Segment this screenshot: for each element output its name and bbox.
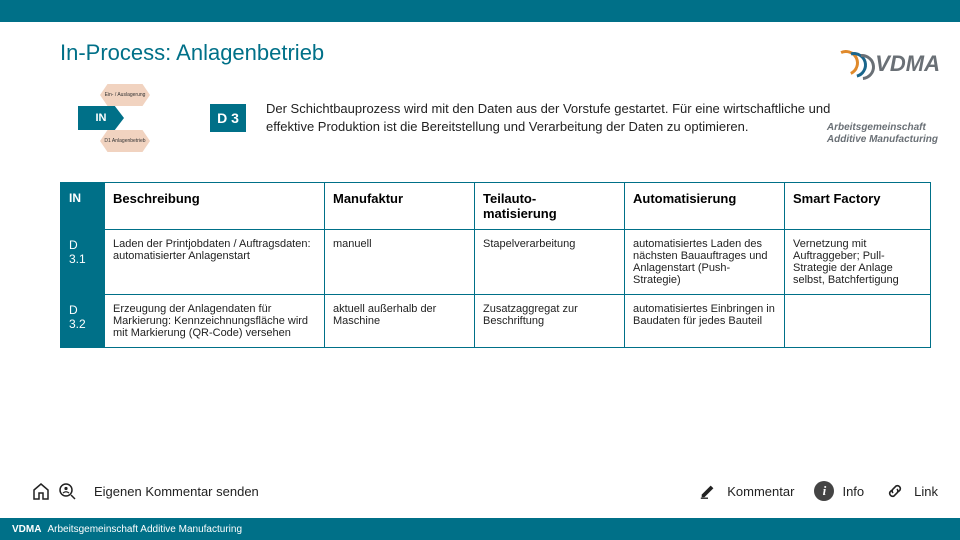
cell-smart	[785, 295, 931, 348]
home-icon[interactable]	[30, 480, 52, 502]
table-row: D 3.2 Erzeugung der Anlagendaten für Mar…	[61, 295, 931, 348]
cell-id: D 3.1	[61, 230, 105, 295]
bottom-strip: VDMA Arbeitsgemeinschaft Additive Manufa…	[0, 518, 960, 540]
intro-text: Der Schichtbauprozess wird mit den Daten…	[266, 100, 836, 135]
logo-subtitle: Arbeitsgemeinschaft Additive Manufacturi…	[827, 122, 938, 146]
arrow-tag: IN	[78, 106, 124, 130]
logo-text: VDMA	[875, 51, 940, 77]
cell-smart: Vernetzung mit Auftraggeber; Pull-Strate…	[785, 230, 931, 295]
footer-right-group: Kommentar i Info Link	[697, 480, 938, 502]
cell-teil: Stapelverarbeitung	[475, 230, 625, 295]
th-smart: Smart Factory	[785, 183, 931, 230]
cell-id: D 3.2	[61, 295, 105, 348]
th-teil: Teilauto- matisierung	[475, 183, 625, 230]
hex-top: Ein- / Auslagerung	[100, 84, 150, 106]
footer-links: Eigenen Kommentar senden Kommentar i Inf…	[0, 480, 960, 502]
th-beschreibung: Beschreibung	[105, 183, 325, 230]
vdma-logo: VDMA	[829, 50, 940, 78]
edit-icon[interactable]	[697, 480, 719, 502]
intro-row: Ein- / Auslagerung IN D1 Anlagenbetrieb …	[60, 84, 930, 152]
cell-teil: Zusatzaggregat zur Beschriftung	[475, 295, 625, 348]
cell-beschreibung: Erzeugung der Anlagendaten für Markierun…	[105, 295, 325, 348]
send-comment-link[interactable]: Eigenen Kommentar senden	[94, 484, 259, 499]
th-auto: Automatisierung	[625, 183, 785, 230]
process-table: IN Beschreibung Manufaktur Teilauto- mat…	[60, 182, 931, 348]
top-bar	[0, 0, 960, 22]
cell-beschreibung: Laden der Printjobdaten / Auftragsdaten:…	[105, 230, 325, 295]
kommentar-label[interactable]: Kommentar	[727, 484, 794, 499]
page-title: In-Process: Anlagenbetrieb	[60, 40, 930, 66]
strip-bold: VDMA	[12, 524, 41, 535]
process-diagram: Ein- / Auslagerung IN D1 Anlagenbetrieb	[60, 84, 190, 152]
cell-manufaktur: manuell	[325, 230, 475, 295]
table-row: D 3.1 Laden der Printjobdaten / Auftrags…	[61, 230, 931, 295]
info-icon[interactable]: i	[814, 481, 834, 501]
tag-square: D 3	[210, 104, 246, 132]
main-content: In-Process: Anlagenbetrieb VDMA Arbeitsg…	[0, 22, 960, 348]
strip-rest: Arbeitsgemeinschaft Additive Manufacturi…	[47, 524, 242, 535]
hex-bottom: D1 Anlagenbetrieb	[100, 130, 150, 152]
table-header-row: IN Beschreibung Manufaktur Teilauto- mat…	[61, 183, 931, 230]
cell-auto: automatisiertes Einbringen in Baudaten f…	[625, 295, 785, 348]
th-manufaktur: Manufaktur	[325, 183, 475, 230]
search-person-icon[interactable]	[56, 480, 78, 502]
cell-manufaktur: aktuell außerhalb der Maschine	[325, 295, 475, 348]
cell-auto: automatisiertes Laden des nächsten Bauau…	[625, 230, 785, 295]
logo-arcs-icon	[829, 50, 873, 78]
link-label[interactable]: Link	[914, 484, 938, 499]
link-icon[interactable]	[884, 480, 906, 502]
th-in: IN	[61, 183, 105, 230]
info-label[interactable]: Info	[842, 484, 864, 499]
footer-left-icons	[30, 480, 78, 502]
